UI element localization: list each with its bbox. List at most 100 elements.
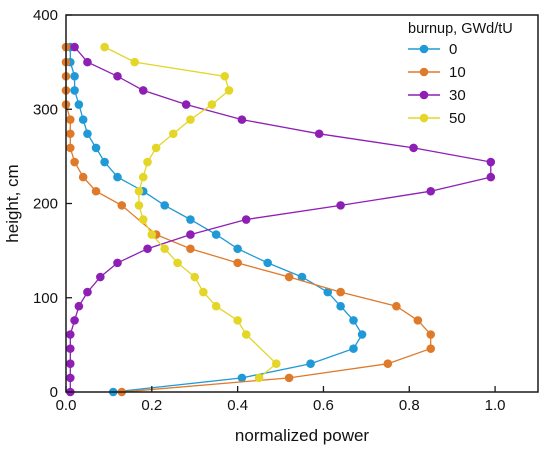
series-30-point — [113, 71, 122, 81]
series-30-point — [426, 186, 436, 196]
series-30-point — [74, 301, 84, 311]
series-30-point — [486, 172, 496, 182]
legend-swatch-marker — [419, 44, 429, 54]
series-30-point — [181, 100, 191, 109]
legend-item-50: 50 — [408, 110, 466, 127]
x-tick-label: 0.4 — [227, 397, 248, 414]
series-10-point — [426, 344, 436, 353]
series-30-point — [70, 42, 79, 52]
series-0-point — [83, 129, 92, 139]
series-10-point — [426, 330, 436, 339]
series-10-point — [413, 316, 423, 325]
legend-label: 50 — [449, 110, 466, 127]
series-30-point — [83, 287, 92, 297]
series-30-point — [113, 258, 122, 268]
series-50-point — [233, 316, 242, 325]
legend-swatch-marker — [419, 90, 429, 100]
series-50 — [100, 42, 281, 383]
series-30-point — [65, 359, 75, 369]
series-0-point — [74, 100, 84, 109]
series-0-point — [357, 330, 367, 339]
series-30-point — [96, 272, 105, 282]
series-0-point — [78, 115, 88, 124]
legend-item-10: 10 — [408, 64, 466, 81]
series-0-point — [263, 258, 272, 268]
series-30 — [65, 42, 496, 397]
series-0-point — [306, 359, 315, 369]
series-0-point — [186, 215, 195, 224]
series-0-point — [233, 244, 242, 254]
x-tick-label: 0.0 — [56, 397, 77, 414]
legend-item-30: 30 — [408, 87, 466, 104]
series-30-point — [83, 57, 92, 67]
series-50-point — [100, 42, 109, 52]
series-50-point — [130, 57, 139, 67]
series-30-point — [241, 215, 251, 224]
series-30-point — [409, 143, 418, 153]
series-50-point — [220, 71, 230, 81]
series-0 — [65, 42, 367, 397]
series-50-point — [173, 258, 182, 268]
series-0-line — [69, 47, 363, 393]
series-50-point — [168, 129, 178, 139]
y-tick-label: 0 — [50, 384, 58, 401]
series-30-point — [237, 115, 247, 124]
legend-label: 0 — [449, 41, 457, 58]
x-tick-label: 0.2 — [141, 397, 162, 414]
series-30-point — [186, 230, 195, 239]
series-30-point — [143, 244, 152, 254]
legend-title: burnup, GWd/tU — [408, 21, 513, 37]
series-50-point — [207, 100, 217, 109]
series-0-point — [336, 301, 345, 311]
y-tick-label: 300 — [33, 101, 58, 118]
series-10-point — [117, 201, 127, 210]
series-50-point — [224, 86, 234, 95]
legend: burnup, GWd/tU 0 10 30 50 — [408, 21, 513, 127]
series-30-point — [138, 86, 148, 95]
series-30-point — [314, 129, 324, 139]
series-50-point — [199, 287, 208, 297]
x-axis-title: normalized power — [235, 426, 370, 445]
series-10-point — [383, 359, 393, 369]
series-10-point — [78, 172, 88, 182]
legend-label: 10 — [449, 64, 466, 81]
series-10-point — [65, 143, 75, 153]
series-layer — [61, 42, 496, 397]
series-30-point — [65, 344, 75, 353]
legend-item-0: 0 — [408, 41, 457, 58]
series-0-point — [113, 172, 122, 182]
y-tick-label: 400 — [33, 7, 58, 24]
series-10-point — [186, 244, 195, 254]
legend-swatch-marker — [419, 113, 429, 123]
series-0-point — [237, 373, 247, 383]
series-50-point — [211, 301, 221, 311]
series-10-point — [392, 301, 401, 311]
series-0-point — [100, 157, 109, 167]
x-tick-label: 0.8 — [399, 397, 420, 414]
series-50-point — [147, 230, 157, 239]
series-10-point — [65, 129, 75, 139]
series-50-point — [241, 330, 251, 339]
series-50-point — [190, 272, 200, 282]
x-tick-label: 0.6 — [313, 397, 334, 414]
series-50-point — [134, 186, 144, 196]
series-10-point — [336, 287, 345, 297]
series-0-point — [349, 316, 358, 325]
series-50-point — [138, 172, 148, 182]
series-10-point — [284, 272, 294, 282]
series-50-point — [143, 157, 152, 167]
series-50-point — [160, 244, 169, 254]
series-50-point — [254, 373, 264, 383]
legend-label: 30 — [449, 87, 466, 104]
series-30-point — [70, 316, 79, 325]
series-10-point — [284, 373, 294, 383]
series-0-point — [211, 230, 221, 239]
series-50-point — [151, 143, 161, 153]
series-0-point — [91, 143, 101, 153]
series-30-point — [336, 201, 345, 210]
legend-items: 0 10 30 50 — [408, 41, 466, 127]
series-30-point — [65, 330, 75, 339]
y-tick-label: 100 — [33, 290, 58, 307]
series-0-point — [70, 71, 79, 81]
